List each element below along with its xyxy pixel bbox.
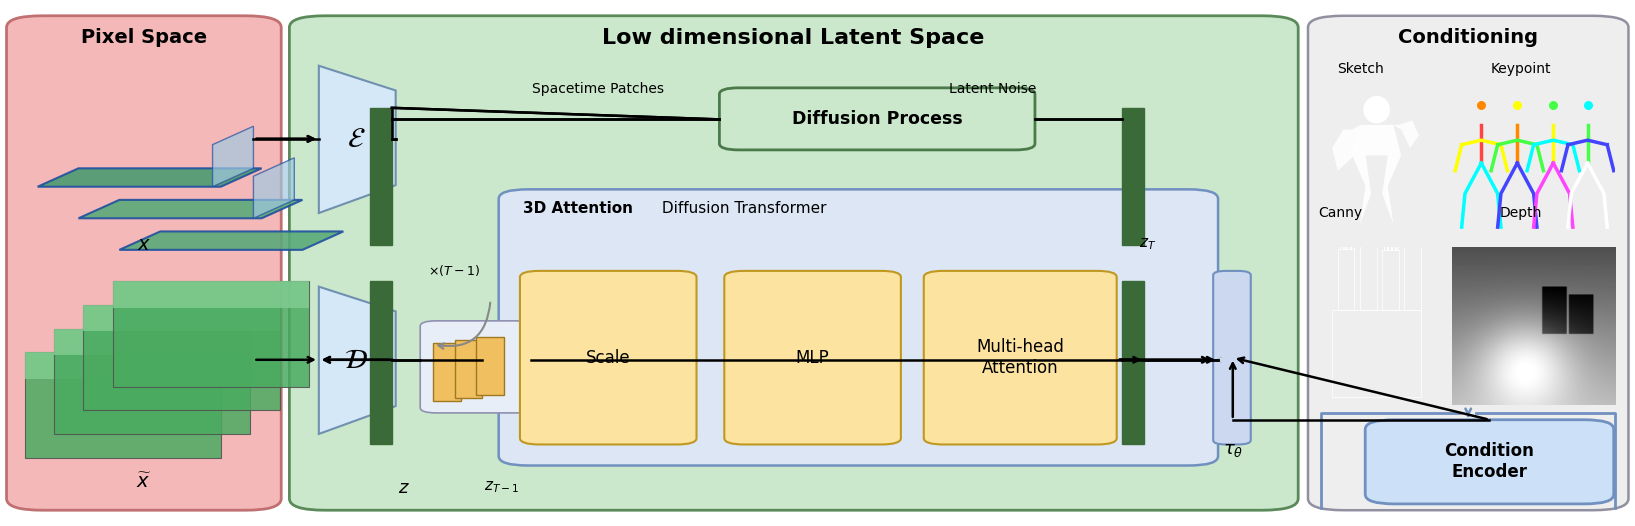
- Bar: [433, 343, 461, 401]
- Text: Scale: Scale: [585, 349, 631, 367]
- Bar: [476, 337, 504, 394]
- FancyBboxPatch shape: [724, 271, 901, 444]
- Text: Diffusion Process: Diffusion Process: [791, 110, 963, 128]
- FancyBboxPatch shape: [1308, 16, 1628, 510]
- FancyBboxPatch shape: [719, 88, 1035, 150]
- Text: Pixel Space: Pixel Space: [80, 28, 208, 47]
- FancyBboxPatch shape: [924, 271, 1117, 444]
- Text: $x$: $x$: [137, 235, 150, 254]
- Text: Diffusion Transformer: Diffusion Transformer: [657, 201, 827, 216]
- FancyBboxPatch shape: [7, 16, 281, 510]
- Bar: [455, 340, 482, 398]
- Bar: [54, 329, 250, 355]
- Text: Latent Noise: Latent Noise: [948, 83, 1037, 96]
- Text: Multi-head
Attention: Multi-head Attention: [976, 338, 1064, 377]
- Bar: [370, 281, 391, 444]
- Text: $z$: $z$: [397, 479, 410, 497]
- Bar: [83, 305, 280, 410]
- Text: $\widetilde{x}$: $\widetilde{x}$: [136, 473, 152, 492]
- Polygon shape: [119, 231, 343, 250]
- Text: $z_{T-1}$: $z_{T-1}$: [484, 480, 520, 495]
- Text: Spacetime Patches: Spacetime Patches: [533, 83, 664, 96]
- Bar: [25, 352, 221, 458]
- FancyBboxPatch shape: [1365, 420, 1614, 504]
- Bar: [113, 281, 309, 308]
- Bar: [113, 281, 309, 387]
- Text: Conditioning: Conditioning: [1398, 28, 1539, 47]
- Text: $\times(T-1)$: $\times(T-1)$: [428, 264, 481, 278]
- FancyBboxPatch shape: [520, 271, 697, 444]
- FancyBboxPatch shape: [1213, 271, 1251, 444]
- Bar: [83, 305, 280, 331]
- Bar: [25, 352, 221, 379]
- Text: $\mathcal{D}$: $\mathcal{D}$: [345, 346, 368, 374]
- Bar: [370, 108, 391, 245]
- Text: Canny: Canny: [1319, 206, 1362, 220]
- Text: $\tau_\theta$: $\tau_\theta$: [1223, 441, 1243, 459]
- Text: $\mathcal{E}$: $\mathcal{E}$: [347, 125, 366, 153]
- Text: Low dimensional Latent Space: Low dimensional Latent Space: [602, 28, 984, 48]
- Text: Condition
Encoder: Condition Encoder: [1445, 442, 1534, 481]
- FancyBboxPatch shape: [499, 189, 1218, 466]
- Text: Keypoint: Keypoint: [1489, 63, 1552, 76]
- Polygon shape: [319, 287, 396, 434]
- Polygon shape: [38, 168, 262, 187]
- Polygon shape: [213, 126, 253, 187]
- Bar: [1122, 108, 1144, 245]
- Bar: [54, 329, 250, 434]
- FancyBboxPatch shape: [289, 16, 1298, 510]
- Text: $z_T$: $z_T$: [1140, 237, 1156, 252]
- Text: Depth: Depth: [1499, 206, 1542, 220]
- FancyBboxPatch shape: [420, 321, 531, 413]
- Text: 3D Attention: 3D Attention: [523, 201, 633, 216]
- Polygon shape: [253, 158, 294, 218]
- Text: MLP: MLP: [796, 349, 829, 367]
- Text: Sketch: Sketch: [1337, 63, 1383, 76]
- Polygon shape: [319, 66, 396, 213]
- Polygon shape: [78, 200, 302, 218]
- Bar: [1122, 281, 1144, 444]
